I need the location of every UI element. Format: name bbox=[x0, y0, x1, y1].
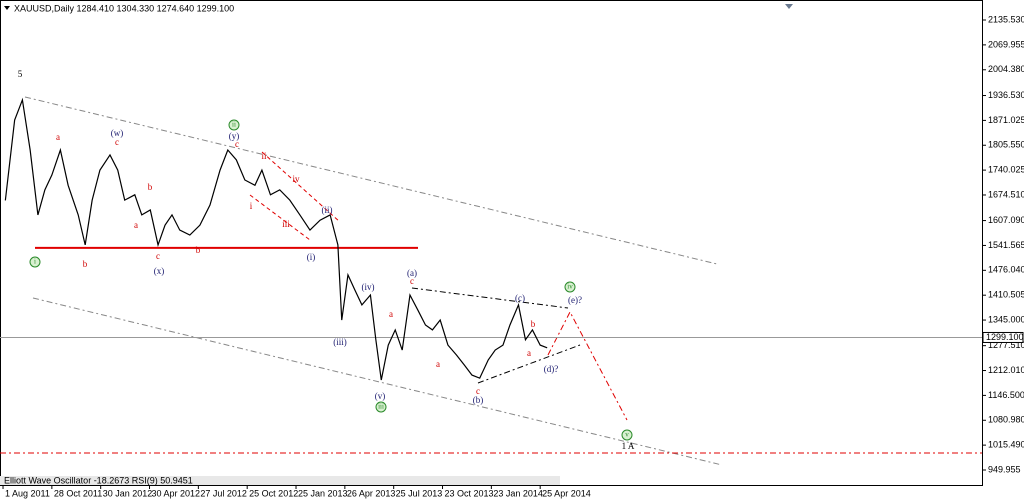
wave-label: iv bbox=[292, 174, 300, 184]
y-tick-label: 1345.000 bbox=[988, 314, 1024, 324]
wave-label: ii bbox=[232, 121, 236, 129]
y-tick-label: 2135.530 bbox=[988, 14, 1024, 24]
wave-label: v bbox=[625, 431, 629, 439]
y-tick-label: 1146.500 bbox=[988, 390, 1024, 400]
x-tick-label: 30 Jan 2012 bbox=[103, 488, 153, 498]
y-tick-label: 1015.490 bbox=[988, 439, 1024, 449]
last-price-label: 1299.100 bbox=[986, 332, 1024, 342]
wave-channel bbox=[261, 151, 341, 223]
wave-label: c bbox=[156, 251, 160, 261]
wave-circle bbox=[375, 401, 387, 413]
triangle-top bbox=[411, 287, 569, 309]
y-tick-label: 1212.010 bbox=[988, 365, 1024, 375]
wave-label: (e)? bbox=[568, 295, 582, 305]
lower-channel bbox=[32, 297, 723, 466]
y-tick-label: 1410.505 bbox=[988, 290, 1024, 300]
y-tick-label: 1674.510 bbox=[988, 189, 1024, 199]
wave-label: (ii) bbox=[322, 205, 333, 215]
wave-label: a bbox=[436, 359, 440, 369]
y-tick-label: 1871.025 bbox=[988, 115, 1024, 125]
wave-channel bbox=[249, 194, 311, 241]
x-tick-label: 27 Jul 2012 bbox=[200, 488, 247, 498]
wave-label: (v) bbox=[375, 391, 386, 401]
wave-label: a bbox=[527, 348, 531, 358]
header: XAUUSD,Daily 1284.410 1304.330 1274.640 … bbox=[14, 3, 234, 13]
y-tick-label: 2069.955 bbox=[988, 39, 1024, 49]
y-tick-label: 1805.550 bbox=[988, 140, 1024, 150]
wave-label: (a) bbox=[407, 268, 417, 278]
indicator-label: Elliott Wave Oscillator -18.2673 RSI(9) … bbox=[4, 475, 193, 485]
y-tick-label: 1541.565 bbox=[988, 240, 1024, 250]
forecast-path bbox=[547, 310, 628, 421]
wave-label: (iii) bbox=[333, 337, 347, 347]
wave-label: (y) bbox=[229, 131, 240, 141]
wave-circle bbox=[621, 429, 633, 441]
wave-label: iv bbox=[567, 283, 573, 291]
wave-circle bbox=[29, 256, 41, 268]
header-arrow bbox=[4, 6, 10, 10]
wave-label: c bbox=[235, 139, 239, 149]
wave-label: b bbox=[531, 319, 536, 329]
x-tick-label: 30 Apr 2012 bbox=[152, 488, 201, 498]
wave-label: (w) bbox=[111, 128, 124, 138]
wave-label: a bbox=[134, 220, 138, 230]
wave-label: 5 bbox=[18, 69, 23, 79]
wave-label: c bbox=[115, 137, 119, 147]
wave-circle bbox=[228, 119, 240, 131]
wave-label: 1 A bbox=[622, 441, 635, 451]
y-tick-label: 1277.510 bbox=[988, 340, 1024, 350]
x-tick-label: 1 Aug 2011 bbox=[5, 488, 50, 498]
wave-label: (x) bbox=[154, 266, 165, 276]
triangle-bottom bbox=[477, 344, 581, 384]
wave-label: (b) bbox=[473, 395, 484, 405]
x-tick-label: 25 Oct 2012 bbox=[249, 488, 298, 498]
wave-label: b bbox=[148, 182, 153, 192]
y-tick-label: 1740.025 bbox=[988, 164, 1024, 174]
wave-label: (i) bbox=[307, 252, 316, 262]
wave-label: b bbox=[83, 259, 88, 269]
x-tick-label: 25 Apr 2014 bbox=[542, 488, 591, 498]
wave-label: c bbox=[410, 276, 414, 286]
wave-label: c bbox=[476, 386, 480, 396]
price-line bbox=[4, 97, 548, 381]
last-price-box bbox=[982, 331, 1024, 343]
y-tick-label: 1080.980 bbox=[988, 415, 1024, 425]
y-tick-label: 949.955 bbox=[988, 464, 1021, 474]
wave-circle bbox=[564, 281, 576, 293]
x-tick-label: 25 Jul 2013 bbox=[396, 488, 443, 498]
y-tick-label: 1476.040 bbox=[988, 265, 1024, 275]
shift-marker bbox=[785, 4, 793, 9]
wave-label: i bbox=[250, 201, 253, 211]
wave-label: ii bbox=[261, 151, 267, 161]
wave-label: a bbox=[56, 132, 60, 142]
x-tick-label: 26 Apr 2013 bbox=[347, 488, 396, 498]
y-tick-label: 1607.090 bbox=[988, 215, 1024, 225]
wave-label: iii bbox=[378, 403, 384, 411]
x-tick-label: 23 Jan 2014 bbox=[493, 488, 543, 498]
x-tick-label: 25 Jan 2013 bbox=[298, 488, 348, 498]
wave-label: iii bbox=[282, 219, 290, 229]
indicator-strip bbox=[0, 476, 560, 485]
y-tick-label: 1936.530 bbox=[988, 90, 1024, 100]
wave-label: (iv) bbox=[362, 282, 375, 292]
y-tick-label: 2004.380 bbox=[988, 64, 1024, 74]
wave-label: b bbox=[196, 245, 201, 255]
wave-label: (d)? bbox=[544, 364, 559, 374]
x-tick-label: 23 Oct 2013 bbox=[445, 488, 494, 498]
wave-label: (c) bbox=[515, 293, 525, 303]
wave-label: a bbox=[389, 309, 393, 319]
wave-label: i bbox=[34, 258, 36, 266]
x-tick-label: 28 Oct 2011 bbox=[54, 488, 102, 498]
upper-channel bbox=[24, 96, 718, 265]
